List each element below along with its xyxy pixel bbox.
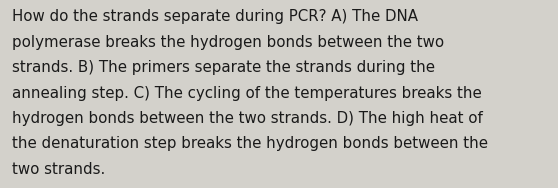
Text: polymerase breaks the hydrogen bonds between the two: polymerase breaks the hydrogen bonds bet… [12, 35, 444, 50]
Text: annealing step. C) The cycling of the temperatures breaks the: annealing step. C) The cycling of the te… [12, 86, 482, 101]
Text: two strands.: two strands. [12, 162, 105, 177]
Text: How do the strands separate during PCR? A) The DNA: How do the strands separate during PCR? … [12, 9, 418, 24]
Text: strands. B) The primers separate the strands during the: strands. B) The primers separate the str… [12, 60, 435, 75]
Text: hydrogen bonds between the two strands. D) The high heat of: hydrogen bonds between the two strands. … [12, 111, 483, 126]
Text: the denaturation step breaks the hydrogen bonds between the: the denaturation step breaks the hydroge… [12, 136, 488, 151]
